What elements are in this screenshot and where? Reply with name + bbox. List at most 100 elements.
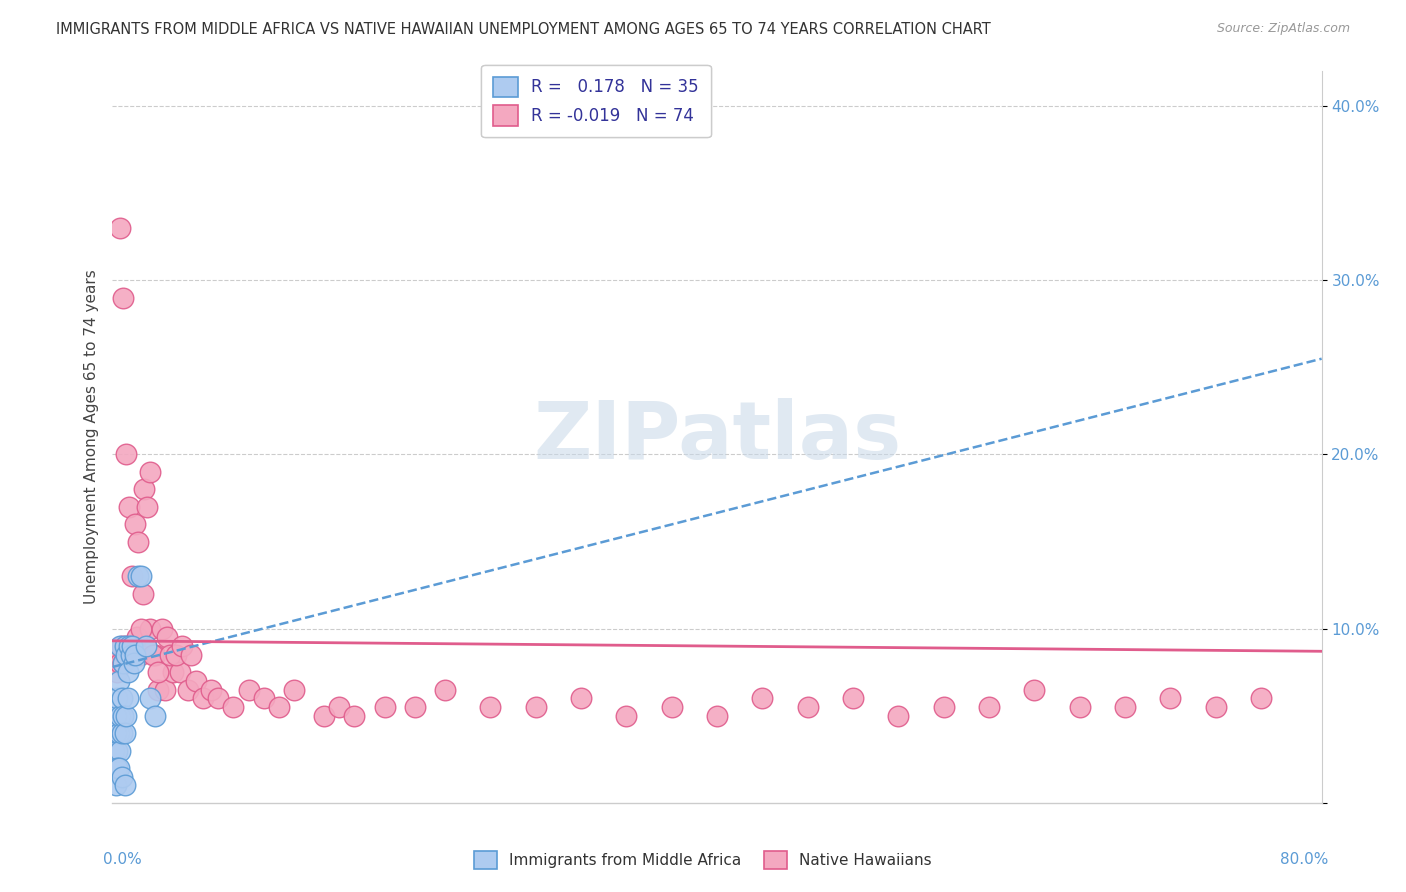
Point xyxy=(117,648,139,662)
Point xyxy=(107,673,129,688)
Point xyxy=(184,673,207,688)
Point xyxy=(105,691,128,706)
Point xyxy=(283,682,305,697)
Point xyxy=(125,631,148,645)
Point xyxy=(115,448,138,462)
Y-axis label: Unemployment Among Ages 65 to 74 years: Unemployment Among Ages 65 to 74 years xyxy=(83,269,98,605)
Point xyxy=(139,465,162,479)
Point xyxy=(155,682,177,697)
Point xyxy=(115,639,138,653)
Point xyxy=(1205,700,1227,714)
Point xyxy=(117,691,139,706)
Point xyxy=(177,682,200,697)
Point xyxy=(120,639,142,653)
Point xyxy=(105,761,128,775)
Point xyxy=(107,726,129,740)
Point xyxy=(105,743,128,757)
Point xyxy=(110,639,132,653)
Point xyxy=(104,778,127,792)
Point xyxy=(328,700,350,714)
Point xyxy=(135,639,157,653)
Point xyxy=(207,691,229,706)
Point xyxy=(661,700,683,714)
Point xyxy=(191,691,214,706)
Point xyxy=(404,700,426,714)
Point xyxy=(122,648,145,662)
Legend: R =   0.178   N = 35, R = -0.019   N = 74: R = 0.178 N = 35, R = -0.019 N = 74 xyxy=(481,65,711,137)
Point xyxy=(1024,682,1046,697)
Point xyxy=(107,648,129,662)
Point xyxy=(159,648,181,662)
Text: IMMIGRANTS FROM MIDDLE AFRICA VS NATIVE HAWAIIAN UNEMPLOYMENT AMONG AGES 65 TO 7: IMMIGRANTS FROM MIDDLE AFRICA VS NATIVE … xyxy=(56,22,991,37)
Point xyxy=(112,657,135,671)
Point xyxy=(115,708,138,723)
Point xyxy=(222,700,245,714)
Text: Source: ZipAtlas.com: Source: ZipAtlas.com xyxy=(1216,22,1350,36)
Point xyxy=(108,639,131,653)
Point xyxy=(105,665,128,680)
Point xyxy=(479,700,502,714)
Text: 0.0%: 0.0% xyxy=(103,852,142,867)
Point xyxy=(139,622,162,636)
Point xyxy=(112,291,135,305)
Point xyxy=(343,708,366,723)
Point xyxy=(238,682,260,697)
Point xyxy=(129,569,152,583)
Point xyxy=(146,665,169,680)
Point xyxy=(1250,691,1272,706)
Point xyxy=(121,639,143,653)
Point xyxy=(616,708,638,723)
Point xyxy=(143,648,166,662)
Point xyxy=(117,665,139,680)
Point xyxy=(374,700,396,714)
Point xyxy=(129,622,152,636)
Point xyxy=(108,743,131,757)
Point xyxy=(114,726,136,740)
Point xyxy=(108,708,131,723)
Point xyxy=(114,778,136,792)
Point xyxy=(118,639,141,653)
Point xyxy=(142,648,165,662)
Point xyxy=(124,648,146,662)
Point xyxy=(751,691,773,706)
Legend: Immigrants from Middle Africa, Native Hawaiians: Immigrants from Middle Africa, Native Ha… xyxy=(468,845,938,875)
Point xyxy=(112,657,135,671)
Point xyxy=(103,743,125,757)
Point xyxy=(114,639,136,653)
Point xyxy=(314,708,336,723)
Point xyxy=(796,700,818,714)
Text: ZIPatlas: ZIPatlas xyxy=(533,398,901,476)
Point xyxy=(110,770,132,784)
Point xyxy=(433,682,456,697)
Point xyxy=(127,569,149,583)
Point xyxy=(110,726,132,740)
Point xyxy=(132,587,155,601)
Point xyxy=(104,708,127,723)
Point xyxy=(135,639,157,653)
Point xyxy=(887,708,910,723)
Point xyxy=(136,500,159,514)
Point xyxy=(180,648,202,662)
Point xyxy=(162,665,184,680)
Point xyxy=(977,700,1000,714)
Point xyxy=(569,691,592,706)
Point xyxy=(1114,700,1136,714)
Point xyxy=(121,569,143,583)
Point xyxy=(169,665,191,680)
Point xyxy=(156,631,179,645)
Point xyxy=(128,648,150,662)
Point xyxy=(124,517,146,532)
Point xyxy=(108,657,131,671)
Point xyxy=(150,622,173,636)
Point xyxy=(112,708,135,723)
Point xyxy=(118,500,141,514)
Point xyxy=(143,708,166,723)
Point xyxy=(842,691,865,706)
Point xyxy=(110,691,132,706)
Point xyxy=(127,534,149,549)
Text: 80.0%: 80.0% xyxy=(1281,852,1329,867)
Point xyxy=(1069,700,1091,714)
Point xyxy=(104,726,127,740)
Point xyxy=(114,648,136,662)
Point xyxy=(165,648,187,662)
